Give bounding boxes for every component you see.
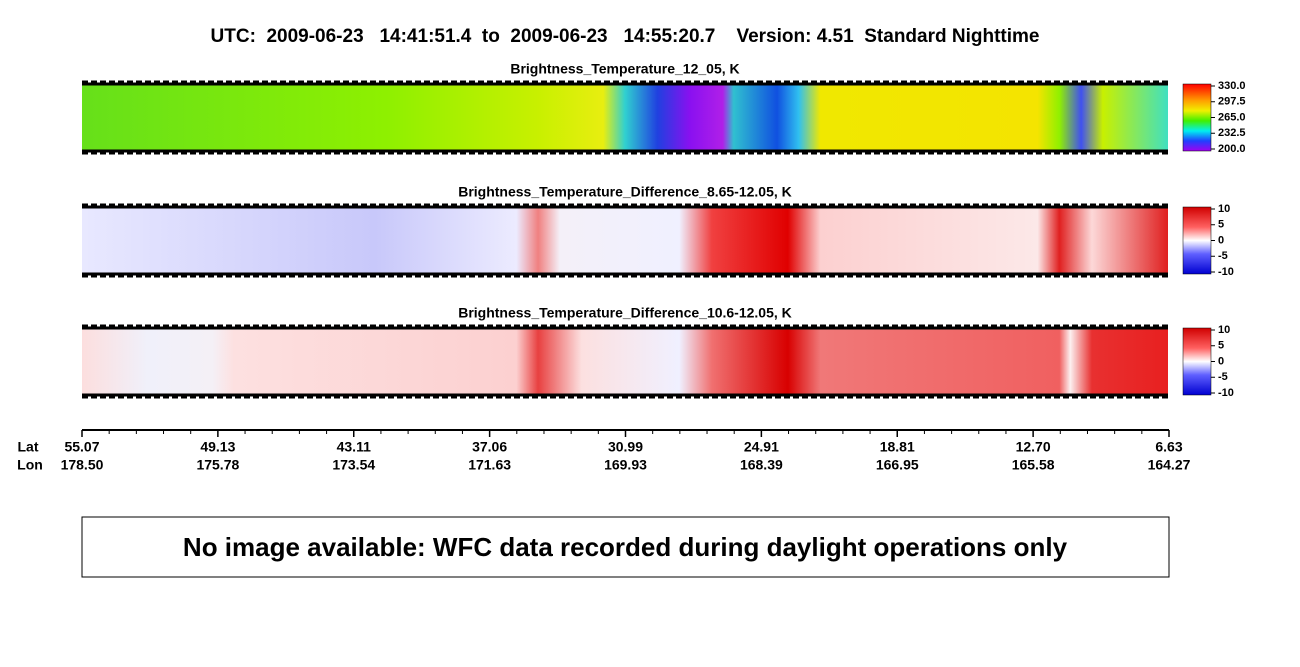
axis-ticks: 55.07 178.50 49.13 175.78 43.11 173.54 37.06 17…	[61, 430, 1191, 473]
lat-label: 43.11	[337, 439, 371, 455]
colorbar	[1182, 83, 1212, 152]
panels: Brightness_Temperature_12_05, K 330.0 297.…	[82, 61, 1246, 399]
lat-label: 37.06	[472, 439, 507, 455]
lat-label: 12.70	[1016, 439, 1051, 455]
colorbar-label: 5	[1218, 340, 1224, 352]
lon-label: 173.54	[332, 457, 375, 473]
lon-label: 166.95	[876, 457, 919, 473]
colorbar-label: -5	[1218, 371, 1228, 383]
row-label: Lat	[18, 439, 39, 455]
image-strip	[82, 207, 1168, 274]
colorbar-label: 330.0	[1218, 80, 1246, 92]
lon-label: 169.93	[604, 457, 647, 473]
lon-label: 164.27	[1148, 457, 1191, 473]
colorbar-label: 10	[1218, 203, 1230, 215]
lon-label: 171.63	[468, 457, 511, 473]
image-strip	[82, 328, 1168, 395]
colorbar-label: -10	[1218, 266, 1234, 278]
colorbar-label: 265.0	[1218, 111, 1246, 123]
colorbar	[1182, 327, 1212, 396]
lon-label: 168.39	[740, 457, 783, 473]
notice-box	[81, 516, 1170, 578]
image-strip	[82, 84, 1168, 151]
panel-title: Brightness_Temperature_Difference_8.65-1…	[458, 184, 792, 200]
page-title: UTC: 2009-06-23 14:41:51.4 to 2009-06-23…	[211, 26, 1040, 47]
lat-label: 49.13	[200, 439, 235, 455]
lat-label: 18.81	[880, 439, 915, 455]
colorbar	[1182, 206, 1212, 275]
lat-label: 6.63	[1155, 439, 1182, 455]
lon-label: 175.78	[196, 457, 239, 473]
colorbar-label: 297.5	[1218, 96, 1246, 108]
colorbar-label: 5	[1218, 219, 1224, 231]
lat-label: 24.91	[744, 439, 779, 455]
colorbar-label: -5	[1218, 250, 1228, 262]
colorbar-label: 0	[1218, 355, 1224, 367]
colorbar-label: 10	[1218, 324, 1230, 336]
lat-label: 55.07	[64, 439, 99, 455]
lon-label: 178.50	[61, 457, 104, 473]
panel-title: Brightness_Temperature_12_05, K	[510, 61, 739, 77]
panel-title: Brightness_Temperature_Difference_10.6-1…	[458, 305, 792, 321]
colorbar-label: 232.5	[1218, 127, 1246, 139]
notice: No image available: WFC data recorded du…	[183, 532, 1068, 562]
colorbar-label: 0	[1218, 234, 1224, 246]
lon-label: 165.58	[1012, 457, 1055, 473]
colorbar-label: 200.0	[1218, 143, 1246, 155]
colorbar-label: -10	[1218, 387, 1234, 399]
row-label: Lon	[17, 457, 43, 473]
lat-label: 30.99	[608, 439, 643, 455]
